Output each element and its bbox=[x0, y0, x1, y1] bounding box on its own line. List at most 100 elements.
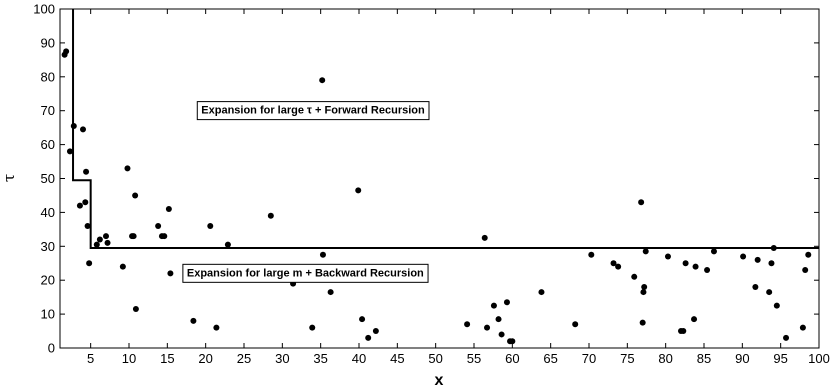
data-point bbox=[167, 270, 174, 277]
y-axis-title: τ bbox=[0, 174, 18, 182]
data-point bbox=[490, 302, 497, 309]
data-point bbox=[691, 316, 698, 323]
region-boundary-line bbox=[72, 9, 819, 249]
data-point bbox=[752, 283, 759, 290]
data-point bbox=[631, 273, 638, 280]
data-point bbox=[190, 317, 197, 324]
data-point bbox=[572, 321, 579, 328]
annotation-box bbox=[182, 263, 429, 283]
data-point bbox=[319, 77, 326, 84]
annotation-text-backward-recursion: Expansion for large m + Backward Recursi… bbox=[187, 267, 424, 279]
data-point bbox=[66, 148, 73, 155]
data-point bbox=[80, 126, 86, 133]
data-point bbox=[104, 239, 111, 246]
data-point bbox=[464, 321, 471, 328]
data-point bbox=[161, 233, 168, 240]
data-point bbox=[93, 241, 100, 248]
data-point bbox=[588, 251, 595, 258]
y-tick-label: 40 bbox=[41, 205, 55, 220]
data-point bbox=[638, 199, 645, 206]
annotation-forward-recursion: Expansion for large τ + Forward Recursio… bbox=[196, 101, 430, 121]
x-tick-label: 100 bbox=[808, 351, 830, 366]
data-point bbox=[213, 324, 220, 331]
data-point bbox=[132, 306, 139, 313]
data-point bbox=[639, 319, 646, 326]
y-tick-label: 80 bbox=[41, 69, 55, 84]
data-point bbox=[76, 202, 83, 209]
data-point bbox=[70, 122, 77, 129]
x-tick-label: 60 bbox=[505, 351, 519, 366]
boundary-layer bbox=[72, 9, 819, 249]
data-point bbox=[805, 251, 812, 258]
data-point bbox=[165, 206, 172, 213]
data-point bbox=[682, 260, 689, 267]
x-tick-label: 65 bbox=[543, 351, 557, 366]
data-point bbox=[641, 283, 648, 290]
data-point bbox=[124, 165, 131, 172]
data-point bbox=[481, 234, 488, 241]
data-point bbox=[484, 324, 491, 331]
data-point bbox=[740, 253, 747, 260]
data-point bbox=[692, 263, 699, 270]
data-point bbox=[82, 199, 89, 206]
x-tick-label: 85 bbox=[697, 351, 711, 366]
data-point bbox=[155, 222, 162, 229]
y-tick-label: 30 bbox=[41, 239, 55, 254]
data-point bbox=[103, 233, 109, 240]
y-tick-label: 90 bbox=[41, 35, 55, 50]
data-point bbox=[327, 289, 334, 296]
x-tick-label: 55 bbox=[467, 351, 481, 366]
y-tick-label: 60 bbox=[41, 137, 55, 152]
data-point bbox=[132, 192, 139, 199]
data-point bbox=[766, 289, 773, 296]
data-point bbox=[770, 244, 777, 251]
x-tick-label: 80 bbox=[658, 351, 672, 366]
data-point bbox=[309, 324, 316, 331]
data-point bbox=[802, 267, 809, 274]
data-point bbox=[704, 267, 711, 274]
data-point bbox=[610, 260, 617, 267]
data-point bbox=[538, 289, 545, 296]
data-point bbox=[640, 289, 647, 296]
data-point bbox=[86, 260, 93, 267]
annotation-text-forward-recursion: Expansion for large τ + Forward Recursio… bbox=[201, 105, 425, 117]
data-point bbox=[359, 316, 366, 323]
y-tick-label: 50 bbox=[41, 171, 55, 186]
data-point bbox=[498, 331, 505, 338]
data-point bbox=[96, 236, 103, 243]
x-tick-label: 20 bbox=[198, 351, 212, 366]
data-point bbox=[680, 328, 687, 335]
plot-area-frame bbox=[59, 8, 820, 349]
x-tick-label: 95 bbox=[773, 351, 787, 366]
x-tick-label: 15 bbox=[160, 351, 174, 366]
y-tick-label: 10 bbox=[41, 307, 55, 322]
data-point bbox=[495, 316, 502, 323]
x-tick-label: 75 bbox=[620, 351, 634, 366]
data-point bbox=[130, 233, 137, 240]
x-tick-label: 30 bbox=[275, 351, 289, 366]
data-point bbox=[799, 324, 806, 331]
data-point bbox=[710, 248, 717, 255]
x-tick-label: 10 bbox=[122, 351, 136, 366]
y-tick-label: 100 bbox=[33, 2, 55, 17]
data-point bbox=[119, 263, 126, 270]
data-point bbox=[773, 302, 780, 309]
y-tick-label: 0 bbox=[48, 341, 55, 356]
y-tick-label: 70 bbox=[41, 103, 55, 118]
data-point bbox=[267, 212, 274, 219]
x-tick-label: 40 bbox=[352, 351, 366, 366]
data-point bbox=[509, 338, 516, 345]
data-point bbox=[754, 256, 761, 263]
data-point bbox=[224, 241, 231, 248]
x-tick-label: 45 bbox=[390, 351, 404, 366]
data-point bbox=[783, 334, 790, 341]
x-tick-label: 25 bbox=[237, 351, 251, 366]
annotation-backward-recursion: Expansion for large m + Backward Recursi… bbox=[182, 263, 429, 283]
ticks-layer: 5 10 15 20 25 30 35 40 45 50 55 60 65 70 75 80 85 90 95 100… bbox=[33, 2, 830, 367]
x-tick-label: 90 bbox=[735, 351, 749, 366]
data-point bbox=[642, 248, 649, 255]
data-point bbox=[768, 260, 775, 267]
data-point bbox=[365, 334, 372, 341]
x-tick-label: 5 bbox=[87, 351, 94, 366]
